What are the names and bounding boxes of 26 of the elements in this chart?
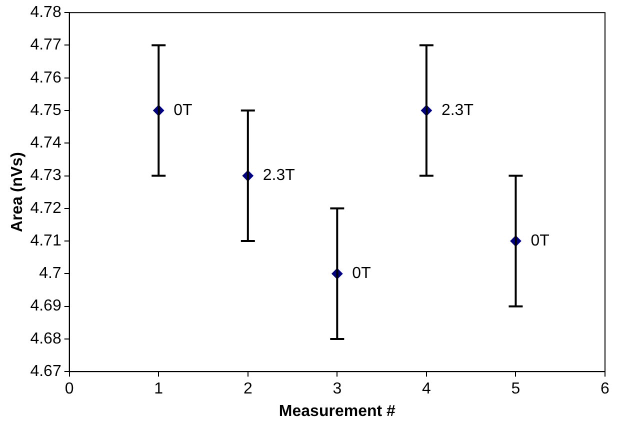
y-axis-title: Area (nVs) — [9, 152, 26, 232]
annotation: 0T — [352, 265, 372, 282]
x-tick-label: 2 — [243, 380, 252, 398]
annotation: 0T — [530, 232, 550, 250]
annotation: 0T — [174, 102, 193, 119]
y-tick-label: 4.67 — [30, 363, 62, 380]
y-tick-label: 4.77 — [30, 36, 62, 54]
y-tick-label: 4.73 — [30, 167, 62, 184]
y-tick-label: 4.74 — [30, 134, 62, 152]
y-tick-label: 4.71 — [30, 232, 62, 250]
x-tick-label: 4 — [422, 380, 431, 398]
x-tick-label: 3 — [332, 380, 342, 398]
x-tick-label: 6 — [600, 380, 610, 398]
y-tick-label: 4.69 — [30, 298, 62, 315]
y-tick-label: 4.68 — [30, 330, 62, 348]
y-tick-label: 4.75 — [30, 102, 62, 119]
y-tick-label: 4.78 — [30, 4, 62, 22]
y-tick-label: 4.76 — [30, 69, 62, 86]
x-tick-label: 1 — [154, 380, 164, 398]
x-tick-label: 5 — [511, 380, 520, 398]
annotation: 2.3T — [262, 167, 296, 184]
x-axis-title: Measurement # — [278, 402, 396, 420]
annotation: 2.3T — [441, 102, 474, 119]
x-tick-label: 0 — [64, 380, 74, 398]
y-tick-label: 4.72 — [30, 200, 62, 217]
y-tick-label: 4.7 — [39, 265, 62, 282]
